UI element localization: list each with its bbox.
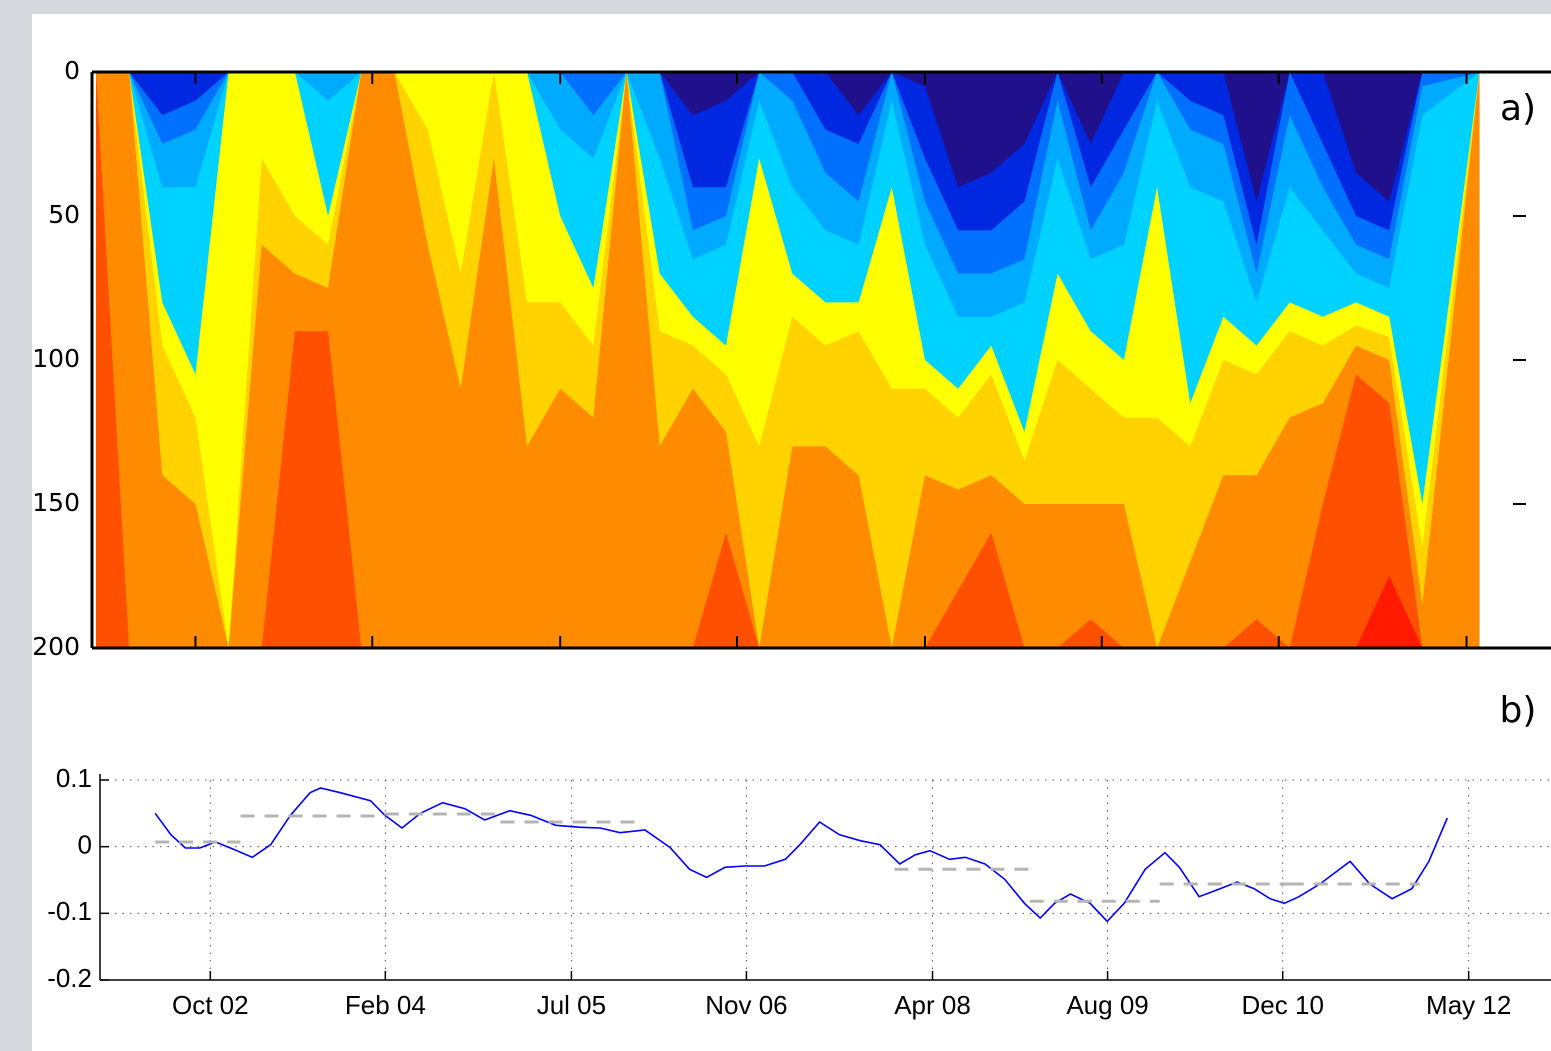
y-tick-label: -0.1 (47, 896, 92, 926)
y-tick-label: -0.2 (47, 963, 92, 993)
x-tick-label: May 12 (1426, 990, 1511, 1020)
panel-label: a) (1500, 88, 1536, 129)
y-tick-label: 100 (32, 344, 80, 373)
x-tick-label: Aug 09 (1066, 990, 1148, 1020)
data-line (154, 787, 1449, 923)
y-tick-label: 50 (48, 200, 80, 229)
x-tick-label: Jul 05 (537, 990, 606, 1020)
x-tick-label: Apr 08 (894, 990, 971, 1020)
x-tick-label: Dec 10 (1242, 990, 1324, 1020)
contour-band (95, 72, 1480, 202)
x-tick-label: Feb 04 (345, 990, 426, 1020)
contour-band (95, 72, 1480, 274)
data-line (155, 812, 1420, 903)
y-tick-label: 0.1 (56, 763, 92, 793)
panel-label: b) (1500, 690, 1537, 731)
y-tick-label: 0 (78, 830, 92, 860)
y-tick-label: 150 (32, 488, 80, 517)
x-tick-label: Nov 06 (705, 990, 787, 1020)
y-tick-label: 200 (32, 632, 80, 661)
y-tick-label: 0 (64, 56, 80, 85)
x-tick-label: Oct 02 (172, 990, 249, 1020)
